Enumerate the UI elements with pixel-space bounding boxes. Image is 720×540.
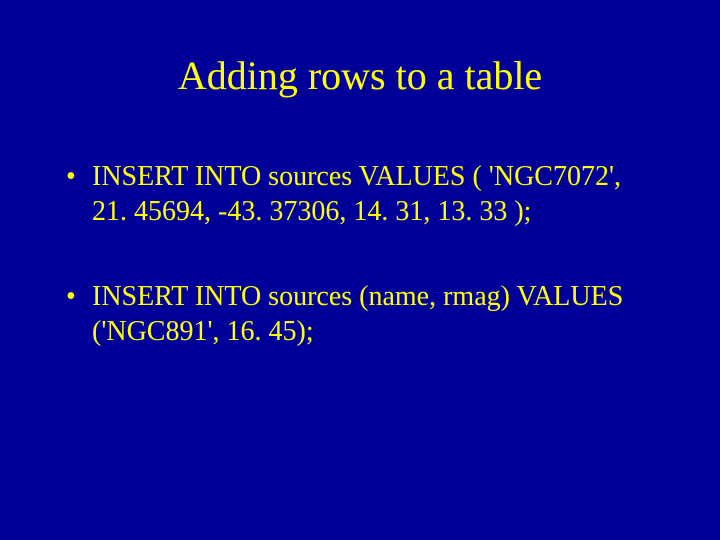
bullet-list: INSERT INTO sources VALUES ( 'NGC7072', … — [60, 159, 660, 349]
slide-title: Adding rows to a table — [60, 52, 660, 99]
slide: Adding rows to a table INSERT INTO sourc… — [0, 0, 720, 540]
bullet-item: INSERT INTO sources VALUES ( 'NGC7072', … — [60, 159, 660, 229]
bullet-item: INSERT INTO sources (name, rmag) VALUES … — [60, 279, 660, 349]
